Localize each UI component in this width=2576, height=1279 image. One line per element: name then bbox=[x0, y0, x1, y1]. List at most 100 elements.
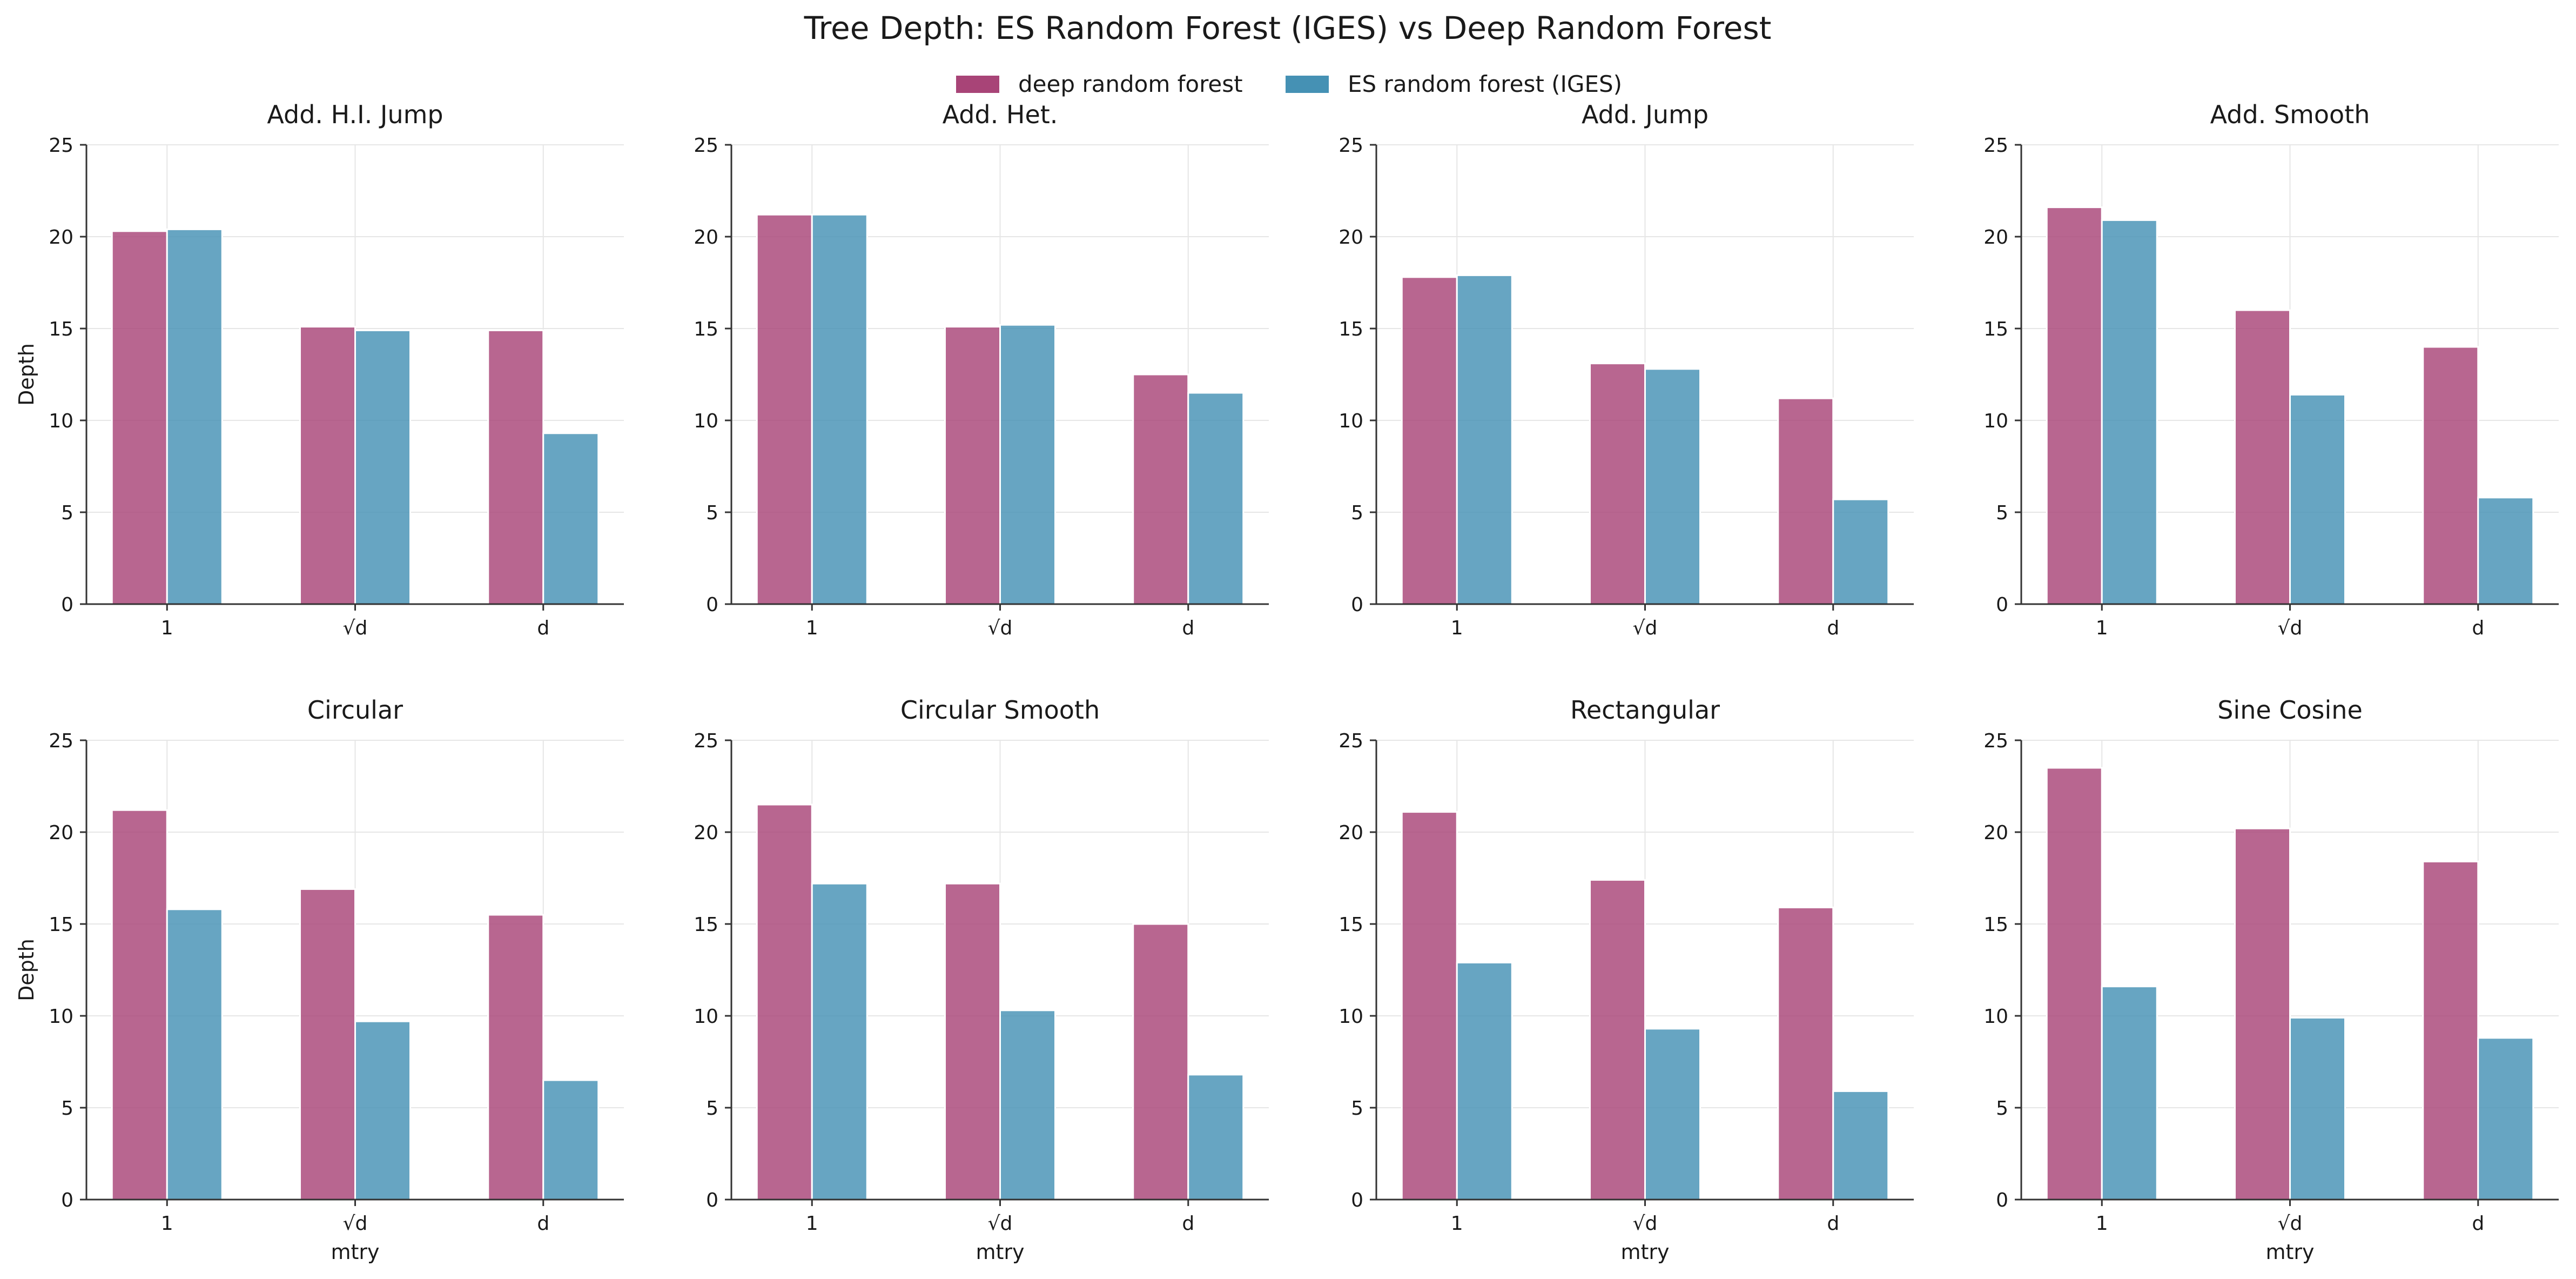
x-tick-label: 1 bbox=[1451, 617, 1463, 639]
y-tick-label: 20 bbox=[49, 822, 73, 844]
y-tick-label: 10 bbox=[1339, 410, 1363, 432]
x-tick-label: 1 bbox=[2096, 617, 2108, 639]
bar-es-random-forest-iges-1 bbox=[354, 329, 411, 605]
x-tick-label: d bbox=[537, 1213, 549, 1235]
y-tick-label: 25 bbox=[694, 135, 718, 157]
y-tick-label: 0 bbox=[1996, 1189, 2008, 1211]
x-axis-label: mtry bbox=[2265, 1240, 2314, 1264]
y-tick-label: 0 bbox=[61, 594, 73, 616]
bar-deep-random-forest-1 bbox=[2234, 309, 2291, 605]
y-tick-label: 0 bbox=[706, 594, 718, 616]
bar-es-random-forest-iges-0 bbox=[2101, 219, 2158, 605]
x-tick-label: √d bbox=[343, 617, 368, 639]
bar-deep-random-forest-1 bbox=[2234, 827, 2291, 1201]
y-tick-label: 25 bbox=[1339, 730, 1363, 752]
y-tick-label: 10 bbox=[1983, 410, 2008, 432]
x-tick-label: 1 bbox=[806, 617, 818, 639]
y-tick-label: 20 bbox=[1983, 226, 2008, 249]
x-tick-label: d bbox=[537, 617, 549, 639]
bar-deep-random-forest-1 bbox=[944, 882, 1001, 1201]
y-tick-label: 10 bbox=[694, 410, 718, 432]
y-tick-label: 25 bbox=[49, 730, 73, 752]
bar-deep-random-forest-2 bbox=[1132, 923, 1189, 1201]
bar-deep-random-forest-0 bbox=[756, 213, 813, 605]
x-tick-label: √d bbox=[343, 1213, 368, 1235]
y-tick-label: 0 bbox=[1351, 594, 1363, 616]
x-tick-label: 1 bbox=[161, 617, 173, 639]
y-tick-label: 0 bbox=[61, 1189, 73, 1211]
bar-es-random-forest-iges-2 bbox=[1187, 1074, 1245, 1201]
y-tick-label: 20 bbox=[1983, 822, 2008, 844]
panel-circular-smooth: 0 5 10 15 20 25 1 √d d Circular Smooth mtry bbox=[694, 695, 1269, 1264]
bar-es-random-forest-iges-1 bbox=[1644, 1028, 1701, 1201]
y-tick-label: 15 bbox=[49, 914, 73, 936]
panel-add-het: 0 5 10 15 20 25 1 √d d Add. Het. bbox=[694, 100, 1269, 639]
panel-title: Rectangular bbox=[1570, 695, 1720, 725]
y-tick-label: 25 bbox=[1339, 135, 1363, 157]
y-tick-label: 5 bbox=[706, 1097, 718, 1120]
x-axis-label: mtry bbox=[976, 1240, 1024, 1264]
panel-circular: 0 5 10 15 20 25 1 √d d Circular Depth mtry bbox=[15, 695, 624, 1264]
panel-add-h-i-jump: 0 5 10 15 20 25 1 √d d Add. H.I. Jump Depth bbox=[15, 100, 624, 639]
bar-deep-random-forest-1 bbox=[1589, 363, 1646, 605]
bar-deep-random-forest-1 bbox=[1589, 879, 1646, 1201]
x-tick-label: √d bbox=[988, 1213, 1013, 1235]
bar-deep-random-forest-1 bbox=[299, 888, 356, 1201]
bar-es-random-forest-iges-0 bbox=[166, 228, 223, 605]
y-tick-label: 20 bbox=[49, 226, 73, 249]
y-tick-label: 10 bbox=[49, 1006, 73, 1028]
x-tick-label: d bbox=[2472, 1213, 2484, 1235]
bar-deep-random-forest-2 bbox=[2422, 860, 2479, 1201]
y-tick-label: 0 bbox=[706, 1189, 718, 1211]
y-tick-label: 15 bbox=[1983, 914, 2008, 936]
y-tick-label: 15 bbox=[694, 318, 718, 340]
bar-deep-random-forest-2 bbox=[1777, 397, 1834, 605]
bar-deep-random-forest-2 bbox=[1132, 373, 1189, 605]
x-axis-label: mtry bbox=[331, 1240, 379, 1264]
y-tick-label: 25 bbox=[1983, 135, 2008, 157]
legend-label-deep-random-forest: deep random forest bbox=[1018, 71, 1243, 97]
bar-es-random-forest-iges-2 bbox=[542, 432, 600, 605]
x-tick-label: d bbox=[1182, 1213, 1194, 1235]
x-tick-label: 1 bbox=[2096, 1213, 2108, 1235]
y-tick-label: 5 bbox=[1351, 1097, 1363, 1120]
x-tick-label: 1 bbox=[161, 1213, 173, 1235]
bar-es-random-forest-iges-1 bbox=[2289, 1016, 2346, 1201]
y-tick-label: 15 bbox=[1983, 318, 2008, 340]
bar-es-random-forest-iges-2 bbox=[1832, 498, 1889, 605]
y-tick-label: 25 bbox=[49, 135, 73, 157]
bar-es-random-forest-iges-0 bbox=[811, 213, 868, 605]
bar-deep-random-forest-0 bbox=[2046, 767, 2103, 1201]
y-tick-label: 15 bbox=[49, 318, 73, 340]
y-tick-label: 15 bbox=[1339, 914, 1363, 936]
x-tick-label: 1 bbox=[1451, 1213, 1463, 1235]
y-tick-label: 10 bbox=[1983, 1006, 2008, 1028]
bar-deep-random-forest-1 bbox=[299, 326, 356, 605]
bar-es-random-forest-iges-1 bbox=[1644, 368, 1701, 605]
bar-es-random-forest-iges-1 bbox=[999, 324, 1056, 605]
bar-es-random-forest-iges-0 bbox=[166, 908, 223, 1201]
panel-title: Add. Het. bbox=[943, 100, 1058, 129]
y-tick-label: 15 bbox=[1339, 318, 1363, 340]
bar-es-random-forest-iges-0 bbox=[2101, 986, 2158, 1201]
bar-es-random-forest-iges-2 bbox=[1832, 1090, 1889, 1201]
y-tick-label: 5 bbox=[1351, 502, 1363, 524]
y-tick-label: 5 bbox=[1996, 502, 2008, 524]
bar-deep-random-forest-2 bbox=[2422, 346, 2479, 605]
bar-es-random-forest-iges-2 bbox=[2477, 1037, 2534, 1201]
x-tick-label: √d bbox=[1633, 1213, 1658, 1235]
panel-title: Circular bbox=[307, 695, 403, 725]
bar-deep-random-forest-0 bbox=[756, 803, 813, 1201]
bar-es-random-forest-iges-1 bbox=[354, 1020, 411, 1201]
bar-es-random-forest-iges-1 bbox=[2289, 393, 2346, 605]
x-axis-label: mtry bbox=[1620, 1240, 1669, 1264]
y-tick-label: 20 bbox=[1339, 226, 1363, 249]
bar-deep-random-forest-0 bbox=[2046, 206, 2103, 605]
y-tick-label: 25 bbox=[1983, 730, 2008, 752]
panel-title: Add. Jump bbox=[1582, 100, 1709, 129]
y-tick-label: 0 bbox=[1996, 594, 2008, 616]
y-tick-label: 5 bbox=[61, 502, 73, 524]
bar-es-random-forest-iges-0 bbox=[811, 882, 868, 1201]
